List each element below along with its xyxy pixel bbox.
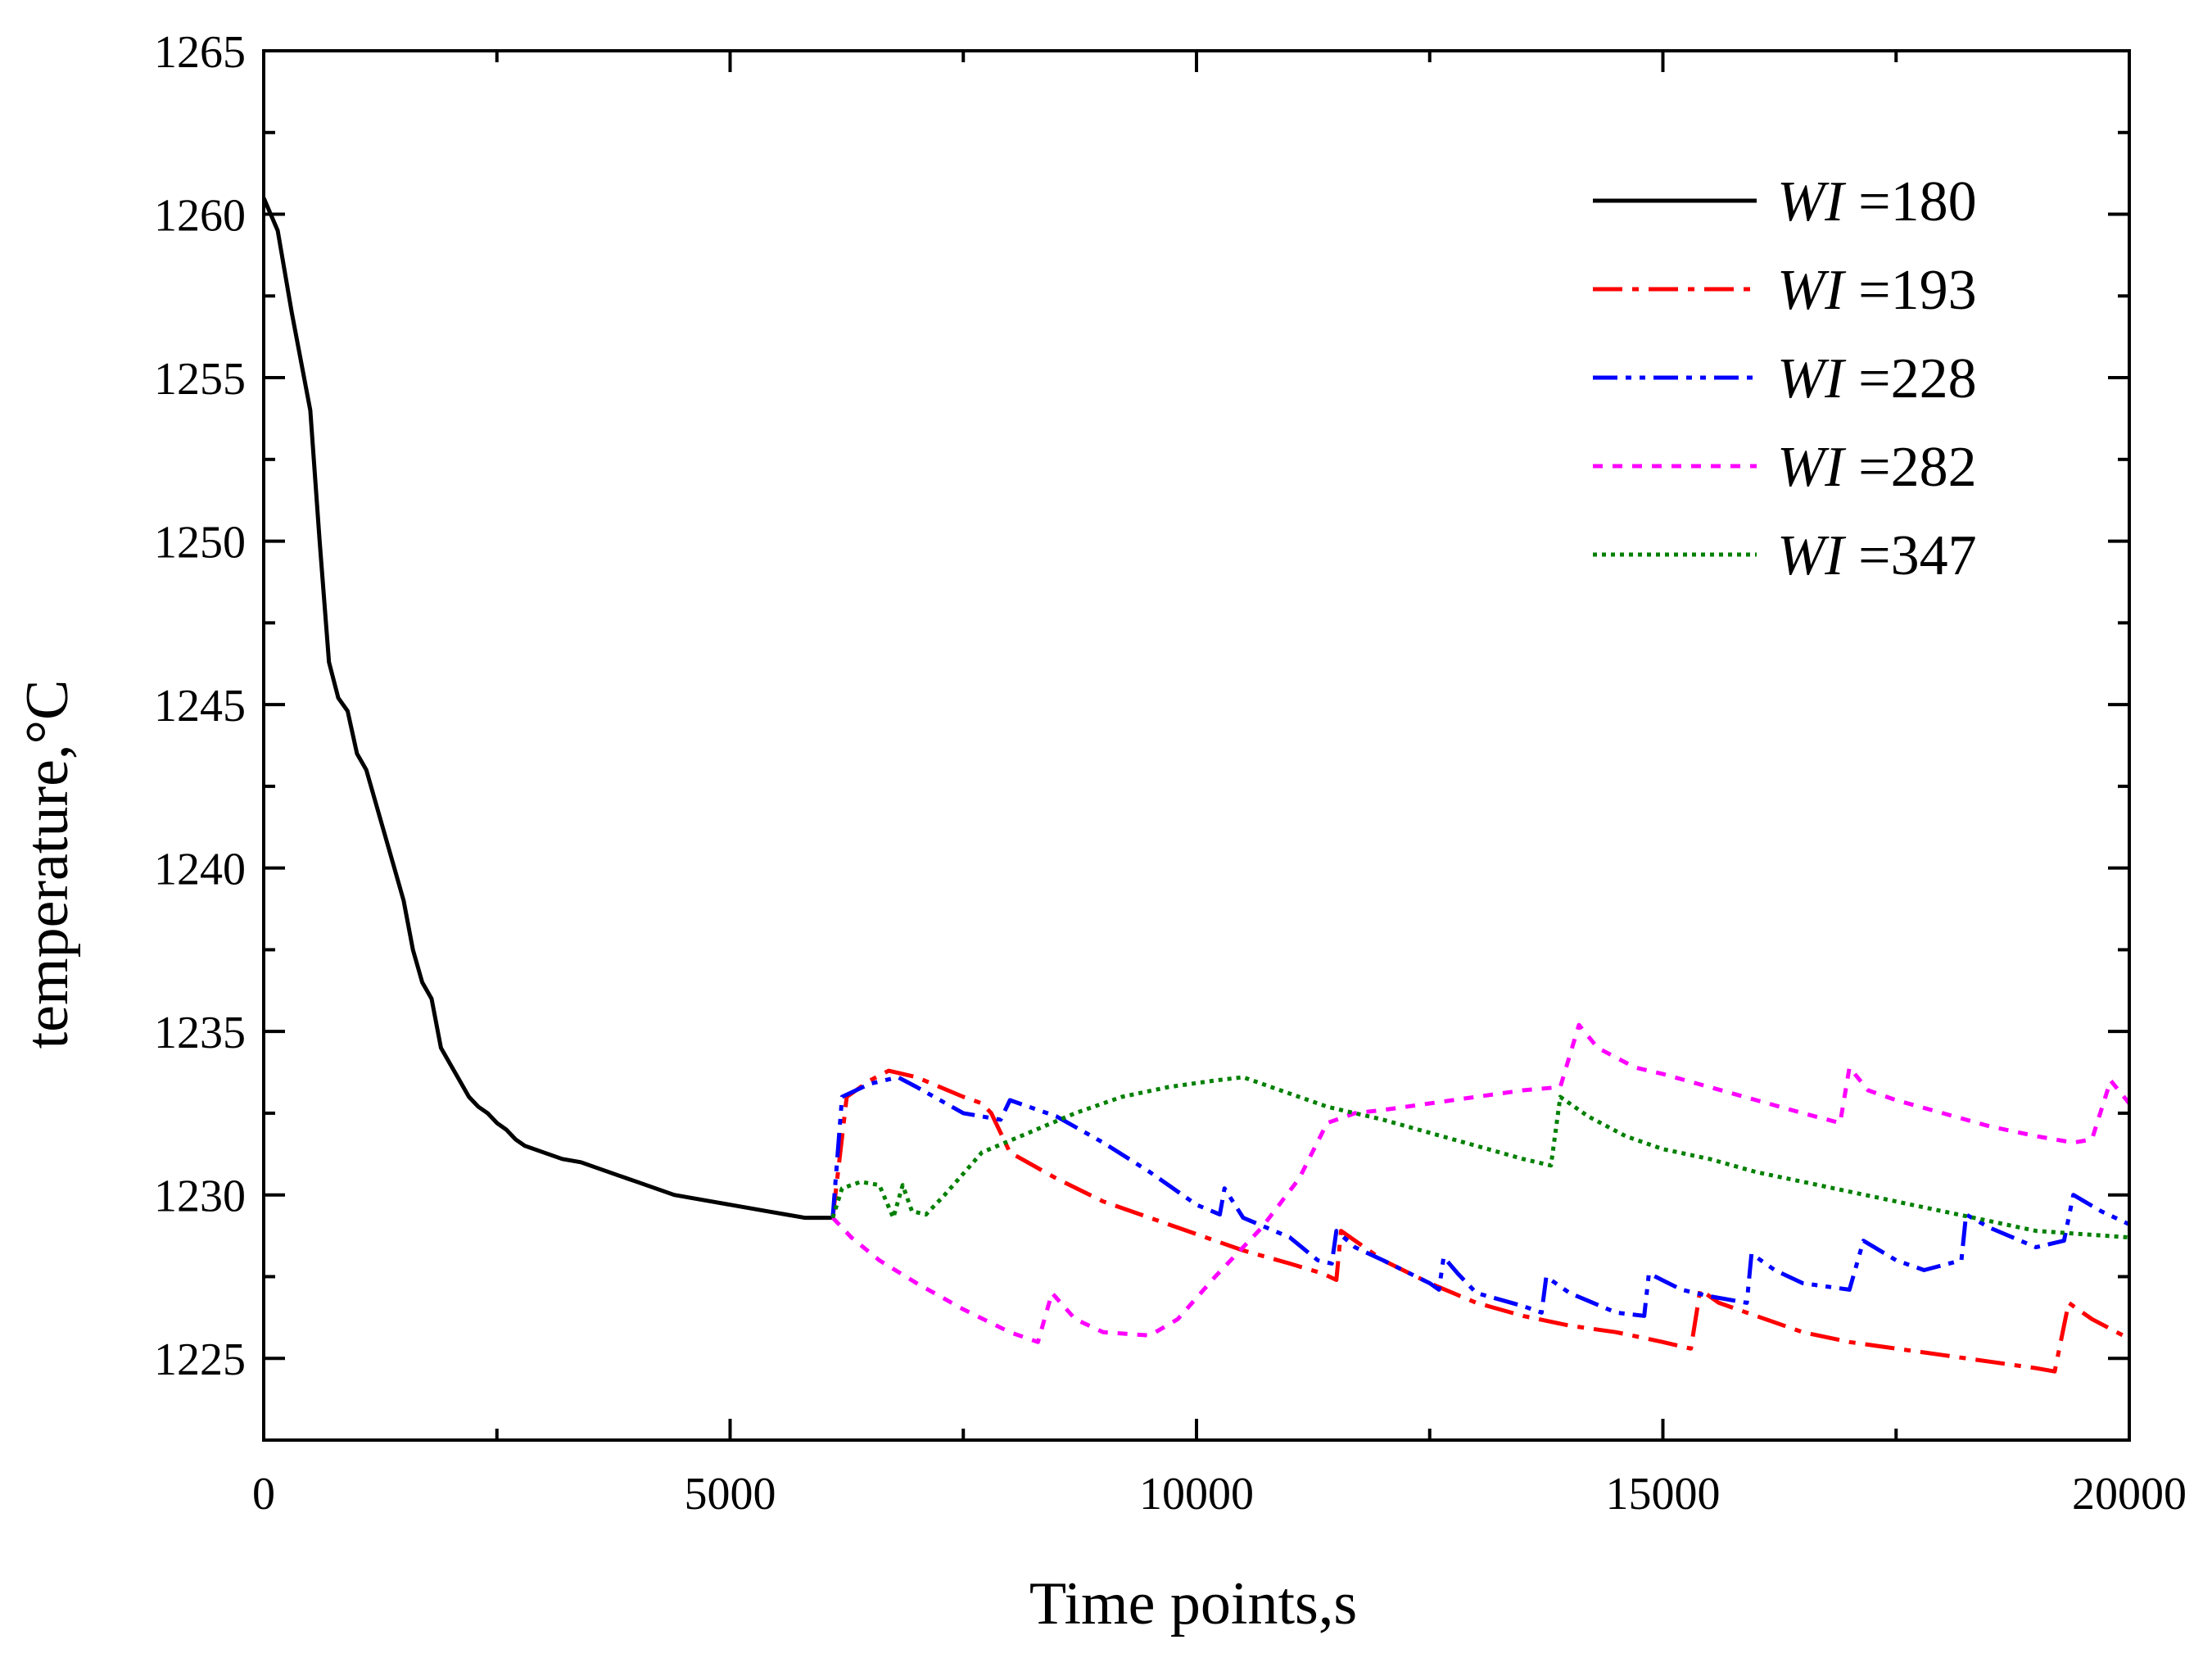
legend-label-1: WI =193 [1777, 259, 1977, 322]
x-tick-label: 0 [252, 1469, 275, 1520]
legend: WI =180 WI =193 WI =228 WI =282 WI =347 [1593, 170, 1977, 587]
y-axis-label: temperature,°C [14, 680, 81, 1049]
legend-label-0: WI =180 [1777, 170, 1977, 233]
x-tick-label: 20000 [2072, 1469, 2187, 1520]
y-tick-label: 1255 [154, 354, 246, 405]
y-tick-label: 1230 [154, 1171, 246, 1222]
legend-label-3: WI =282 [1777, 436, 1977, 499]
y-tick-label: 1265 [154, 27, 246, 78]
x-tick-label: 10000 [1139, 1469, 1254, 1520]
legend-label-2: WI =228 [1777, 347, 1977, 410]
legend-label-4: WI =347 [1777, 524, 1977, 587]
y-tick-label: 1260 [154, 191, 246, 242]
x-tick-label: 5000 [685, 1469, 776, 1520]
series-line-4 [830, 1075, 2129, 1240]
y-tick-label: 1250 [154, 518, 246, 569]
y-tick-label: 1235 [154, 1008, 246, 1058]
series-line-1 [830, 1068, 2129, 1374]
x-tick-label: 15000 [1606, 1469, 1721, 1520]
y-tick-label: 1245 [154, 681, 246, 732]
y-tick-label: 1225 [154, 1334, 246, 1385]
x-axis-label: Time points,s [1029, 1570, 1357, 1638]
series-line-0 [264, 197, 833, 1221]
y-tick-label: 1240 [154, 845, 246, 895]
